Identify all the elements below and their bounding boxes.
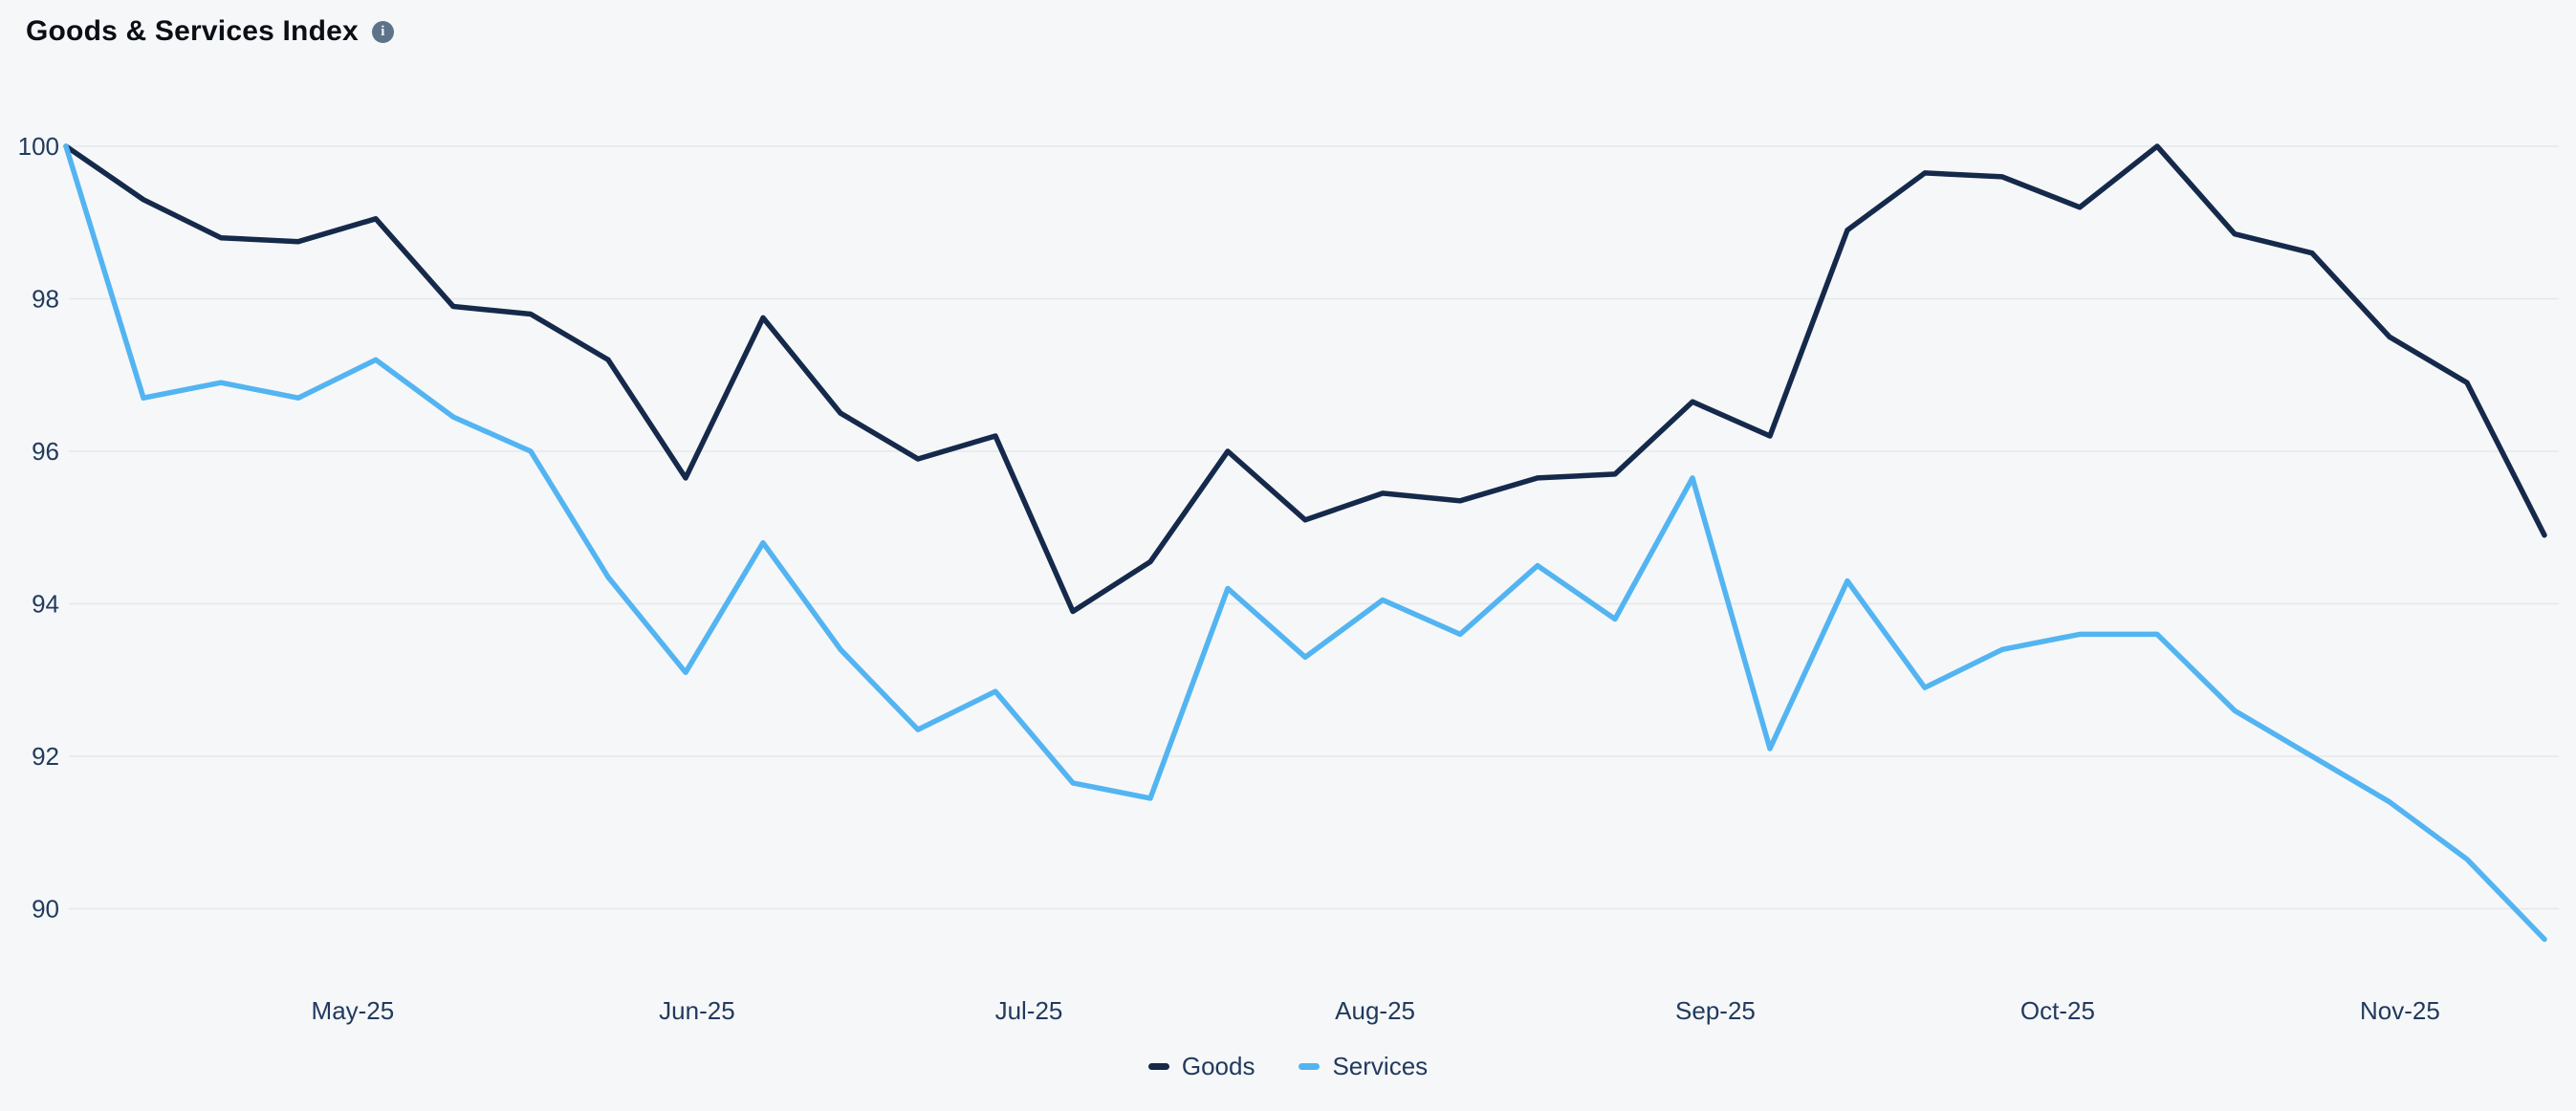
x-axis-label-Aug-25: Aug-25 — [1335, 996, 1415, 1025]
legend-swatch-goods — [1147, 1063, 1169, 1070]
y-axis-label-94: 94 — [32, 590, 59, 619]
line-services — [63, 143, 2547, 943]
chart-legend: Goods Services — [0, 1052, 2576, 1081]
y-axis-label-100: 100 — [18, 132, 59, 161]
page-title: Goods & Services Index — [26, 15, 359, 47]
y-axis-label-92: 92 — [32, 742, 59, 771]
legend-label-services: Services — [1332, 1052, 1429, 1080]
line-goods — [63, 143, 2547, 615]
info-icon[interactable]: i — [371, 20, 394, 43]
y-axis-label-96: 96 — [32, 437, 59, 466]
legend-item-goods[interactable]: Goods — [1147, 1052, 1255, 1081]
y-axis-label-98: 98 — [32, 285, 59, 314]
x-axis-label-Jul-25: Jul-25 — [995, 996, 1063, 1025]
legend-item-services[interactable]: Services — [1299, 1052, 1428, 1081]
x-axis-label-May-25: May-25 — [312, 996, 395, 1025]
legend-label-goods: Goods — [1181, 1052, 1255, 1080]
x-axis-label-Sep-25: Sep-25 — [1675, 996, 1756, 1025]
y-axis-label-90: 90 — [32, 895, 59, 924]
chart-header: Goods & Services Index i — [26, 15, 394, 48]
x-axis-label-Nov-25: Nov-25 — [2360, 996, 2440, 1025]
x-axis-label-Oct-25: Oct-25 — [2020, 996, 2095, 1025]
legend-swatch-services — [1299, 1063, 1321, 1070]
x-axis-label-Jun-25: Jun-25 — [659, 996, 735, 1025]
